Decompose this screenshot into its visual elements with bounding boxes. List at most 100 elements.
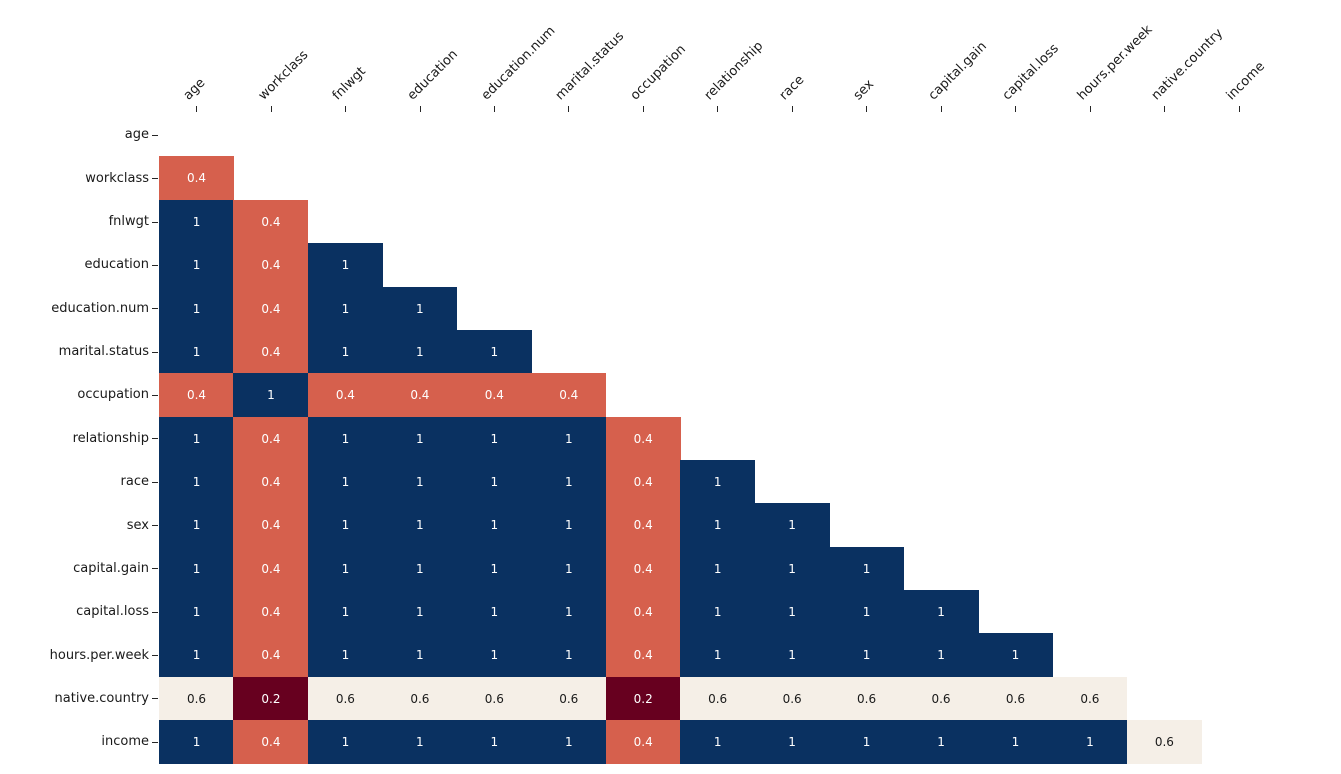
heatmap-cell: 1 bbox=[382, 286, 458, 331]
col-label: hours.per.week bbox=[1074, 22, 1156, 104]
heatmap-cell: 1 bbox=[754, 633, 830, 678]
heatmap-cell: 1 bbox=[159, 416, 235, 461]
y-tick bbox=[152, 394, 158, 396]
col-label: occupation bbox=[627, 42, 689, 104]
heatmap-cell: 1 bbox=[159, 633, 235, 678]
x-tick bbox=[270, 106, 272, 113]
heatmap-cell: 1 bbox=[159, 720, 235, 765]
x-tick bbox=[866, 106, 868, 113]
row-label: relationship bbox=[72, 430, 149, 446]
heatmap-cell: 0.4 bbox=[605, 590, 681, 634]
y-tick bbox=[152, 525, 158, 527]
heatmap-cell: 0.2 bbox=[233, 676, 309, 721]
heatmap-cell: 0.4 bbox=[233, 286, 309, 331]
heatmap-cell: 1 bbox=[903, 633, 979, 678]
heatmap-cell: 0.6 bbox=[680, 676, 756, 721]
heatmap-cell: 1 bbox=[382, 720, 458, 765]
heatmap-cell: 1 bbox=[829, 720, 905, 765]
heatmap-cell: 1 bbox=[382, 546, 458, 591]
heatmap-cell: 1 bbox=[680, 459, 756, 504]
heatmap-cell: 0.6 bbox=[1126, 720, 1202, 765]
heatmap-cell: 1 bbox=[680, 503, 756, 548]
heatmap-cell: 0.4 bbox=[233, 243, 309, 288]
y-tick bbox=[152, 568, 158, 570]
col-label: fnlwgt bbox=[329, 64, 370, 104]
heatmap-cell: 1 bbox=[680, 633, 756, 678]
heatmap-cell: 1 bbox=[307, 286, 383, 331]
heatmap-cell: 0.4 bbox=[233, 590, 309, 634]
heatmap-cell: 1 bbox=[382, 633, 458, 678]
heatmap-cell: 1 bbox=[307, 243, 383, 288]
heatmap-cell: 1 bbox=[680, 546, 756, 591]
heatmap-cell: 0.4 bbox=[233, 416, 309, 461]
row-label: occupation bbox=[77, 387, 149, 403]
heatmap-cell: 1 bbox=[531, 590, 607, 634]
col-label: age bbox=[180, 75, 209, 104]
col-label: sex bbox=[850, 77, 878, 104]
heatmap-cell: 0.4 bbox=[233, 633, 309, 678]
row-label: workclass bbox=[85, 170, 149, 186]
heatmap-cell: 1 bbox=[829, 546, 905, 591]
heatmap-cell: 1 bbox=[456, 416, 532, 461]
x-tick bbox=[1015, 106, 1017, 113]
x-tick bbox=[1164, 106, 1166, 113]
row-label: race bbox=[120, 474, 149, 490]
x-tick bbox=[196, 106, 198, 113]
heatmap-cell: 0.6 bbox=[903, 676, 979, 721]
heatmap-cell: 0.4 bbox=[233, 720, 309, 765]
row-label: fnlwgt bbox=[108, 213, 149, 229]
row-label: income bbox=[101, 734, 149, 750]
x-tick bbox=[717, 106, 719, 113]
heatmap-cell: 1 bbox=[456, 720, 532, 765]
heatmap-cell: 0.4 bbox=[233, 546, 309, 591]
y-tick bbox=[152, 438, 158, 440]
col-label: workclass bbox=[255, 47, 312, 104]
heatmap-cell: 1 bbox=[456, 546, 532, 591]
heatmap-cell: 1 bbox=[307, 633, 383, 678]
y-tick bbox=[152, 264, 158, 266]
heatmap-cell: 0.6 bbox=[382, 676, 458, 721]
heatmap-cell: 1 bbox=[531, 633, 607, 678]
heatmap-cell: 0.4 bbox=[233, 459, 309, 504]
heatmap-cell: 1 bbox=[531, 546, 607, 591]
heatmap-cell: 1 bbox=[456, 329, 532, 374]
heatmap-cell: 1 bbox=[307, 416, 383, 461]
heatmap-cell: 1 bbox=[233, 373, 309, 418]
heatmap-cell: 0.6 bbox=[159, 676, 235, 721]
col-label: education.num bbox=[478, 23, 559, 104]
y-tick bbox=[152, 741, 158, 743]
heatmap-cell: 0.4 bbox=[605, 503, 681, 548]
heatmap-cell: 1 bbox=[159, 590, 235, 634]
heatmap-cell: 1 bbox=[159, 286, 235, 331]
row-label: education bbox=[84, 257, 149, 273]
col-label: relationship bbox=[702, 38, 767, 104]
x-tick bbox=[940, 106, 942, 113]
heatmap-cell: 1 bbox=[531, 503, 607, 548]
heatmap-cell: 1 bbox=[456, 633, 532, 678]
row-label: age bbox=[124, 127, 149, 143]
heatmap-cell: 1 bbox=[159, 329, 235, 374]
heatmap-cell: 1 bbox=[307, 503, 383, 548]
heatmap-cell: 1 bbox=[382, 416, 458, 461]
row-label: education.num bbox=[51, 300, 149, 316]
col-label: education bbox=[404, 47, 461, 104]
y-tick bbox=[152, 655, 158, 657]
heatmap-cell: 1 bbox=[903, 590, 979, 634]
heatmap-cell: 1 bbox=[903, 720, 979, 765]
y-tick bbox=[152, 351, 158, 353]
x-tick bbox=[1238, 106, 1240, 113]
x-tick bbox=[642, 106, 644, 113]
row-label: marital.status bbox=[58, 344, 149, 360]
row-label: capital.gain bbox=[73, 560, 149, 576]
heatmap-cell: 1 bbox=[456, 503, 532, 548]
col-label: income bbox=[1223, 59, 1268, 104]
heatmap-cell: 1 bbox=[307, 546, 383, 591]
heatmap-cell: 1 bbox=[977, 633, 1053, 678]
col-label: capital.gain bbox=[925, 39, 990, 104]
y-tick bbox=[152, 698, 158, 700]
y-tick bbox=[152, 178, 158, 180]
heatmap-cell: 1 bbox=[680, 590, 756, 634]
heatmap-cell: 0.4 bbox=[456, 373, 532, 418]
heatmap-cell: 1 bbox=[754, 503, 830, 548]
